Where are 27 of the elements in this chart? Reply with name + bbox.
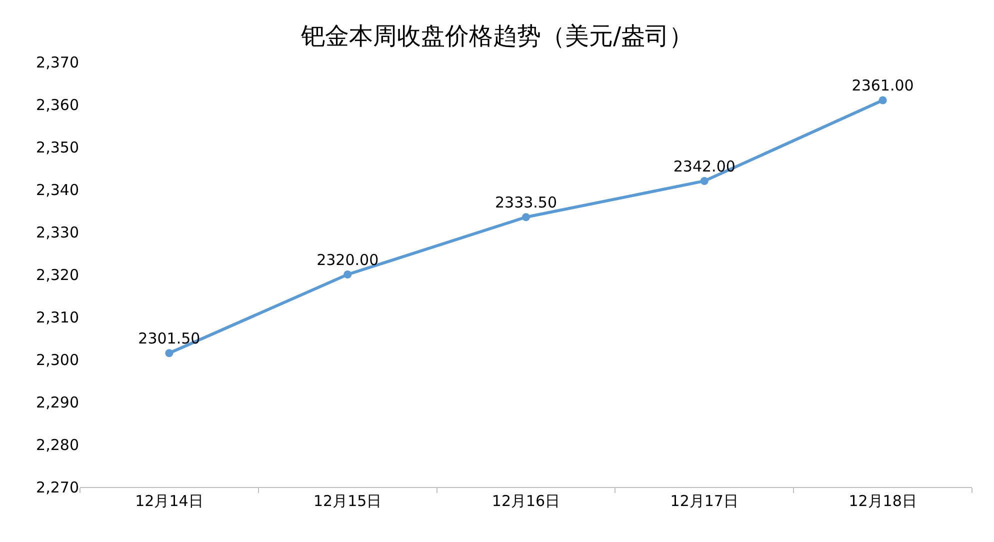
data-label: 2342.00 xyxy=(673,157,736,176)
point xyxy=(878,96,887,104)
y-tick-label: 2,350 xyxy=(36,138,79,156)
y-tick-label: 2,360 xyxy=(36,96,79,114)
y-tick-label: 2,310 xyxy=(36,308,79,326)
point xyxy=(344,270,352,278)
y-tick-label: 2,300 xyxy=(36,350,79,369)
y-tick-label: 2,370 xyxy=(36,53,79,72)
y-tick-label: 2,270 xyxy=(36,478,79,496)
x-tick-label: 12月14日 xyxy=(135,492,204,510)
x-tick-label: 12月15日 xyxy=(314,492,382,510)
x-tick-label: 12月16日 xyxy=(492,492,560,510)
y-tick-label: 2,320 xyxy=(36,266,79,284)
data-label: 2333.50 xyxy=(494,193,558,212)
point xyxy=(165,349,174,358)
point xyxy=(700,177,708,185)
x-tick-label: 12月17日 xyxy=(670,492,738,510)
y-tick-label: 2,290 xyxy=(36,393,79,412)
chart-title: 钯金本周收盘价格趋势（美元/盎司） xyxy=(300,22,694,50)
point xyxy=(522,213,530,222)
x-tick-label: 12月18日 xyxy=(848,492,917,510)
data-label: 2361.00 xyxy=(852,76,914,94)
y-tick-label: 2,330 xyxy=(36,223,79,242)
data-label: 2320.00 xyxy=(316,250,379,269)
y-tick-label: 2,280 xyxy=(36,436,79,454)
y-tick-label: 2,340 xyxy=(36,180,79,199)
data-label: 2301.50 xyxy=(138,329,200,348)
